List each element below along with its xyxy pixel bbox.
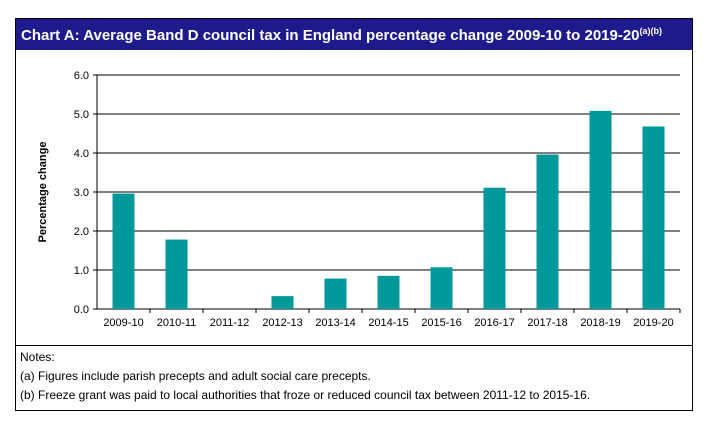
chart-title: Chart A: Average Band D council tax in E… (21, 27, 640, 44)
note: (a) Figures include parish precepts and … (20, 369, 371, 383)
x-tick-label: 2013-14 (315, 317, 355, 329)
y-tick-label: 5.0 (74, 109, 89, 121)
x-tick-label: 2010-11 (157, 317, 197, 329)
y-tick-label: 2.0 (74, 226, 89, 238)
bar (642, 126, 665, 309)
bar (536, 154, 559, 309)
y-tick-label: 3.0 (74, 187, 89, 199)
chart-title-group: Chart A: Average Band D council tax in E… (21, 26, 662, 44)
bar (430, 267, 453, 309)
y-tick-label: 0.0 (74, 304, 89, 316)
note: Notes: (20, 350, 55, 364)
x-tick-label: 2016-17 (474, 317, 514, 329)
bar (324, 278, 347, 309)
y-tick-label: 1.0 (74, 265, 89, 277)
x-tick-label: 2014-15 (368, 317, 408, 329)
x-tick-label: 2012-13 (262, 317, 302, 329)
bar (112, 193, 135, 309)
title-superscript: (a)(b) (640, 26, 663, 36)
x-tick-label: 2017-18 (527, 317, 567, 329)
x-tick-label: 2011-12 (210, 317, 250, 329)
y-tick-label: 6.0 (74, 70, 89, 82)
bar (377, 275, 400, 309)
title-bar (16, 19, 692, 50)
y-axis-label: Percentage change (37, 142, 49, 243)
y-tick-label: 4.0 (74, 148, 89, 160)
x-tick-label: 2009-10 (103, 317, 143, 329)
bar (483, 187, 506, 309)
x-tick-label: 2015-16 (421, 317, 461, 329)
x-tick-label: 2018-19 (580, 317, 620, 329)
bar (271, 296, 294, 309)
bar (165, 239, 188, 309)
note: (b) Freeze grant was paid to local autho… (20, 388, 590, 402)
bar (589, 110, 612, 309)
x-tick-label: 2019-20 (633, 317, 673, 329)
